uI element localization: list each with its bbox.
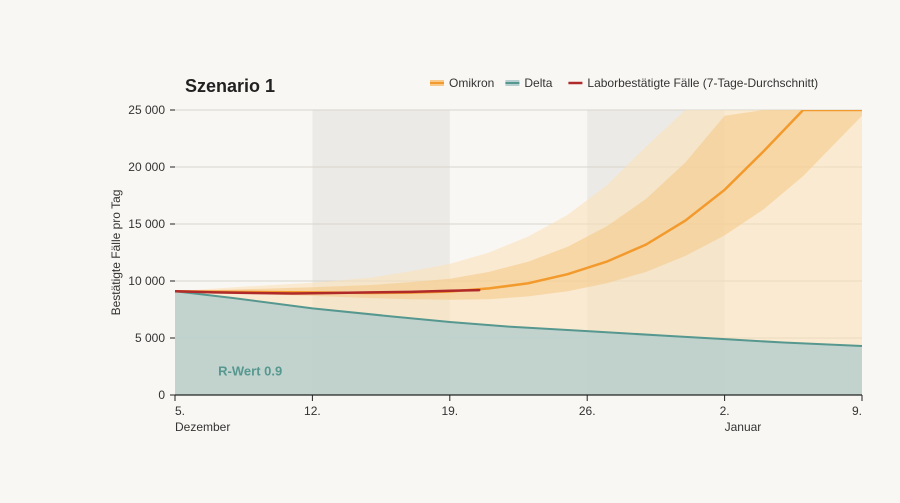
- legend-label: Omikron: [449, 76, 494, 90]
- y-tick-label: 25 000: [128, 103, 165, 117]
- y-tick-label: 0: [158, 388, 165, 402]
- legend-label: Delta: [524, 76, 552, 90]
- x-tick-label: 9.: [852, 404, 862, 418]
- x-month-label: Dezember: [175, 420, 230, 434]
- x-tick-label: 19.: [441, 404, 458, 418]
- x-tick-label: 2.: [720, 404, 730, 418]
- y-tick-label: 15 000: [128, 217, 165, 231]
- x-tick-label: 26.: [579, 404, 596, 418]
- y-tick-label: 20 000: [128, 160, 165, 174]
- x-tick-label: 12.: [304, 404, 321, 418]
- x-month-label: Januar: [725, 420, 762, 434]
- x-tick-label: 5.: [175, 404, 185, 418]
- annotation-r-wert: R-Wert 0.9: [218, 364, 282, 379]
- legend-label: Laborbestätigte Fälle (7-Tage-Durchschni…: [587, 76, 818, 90]
- y-tick-label: 5 000: [135, 331, 165, 345]
- chart-title: Szenario 1: [185, 76, 275, 96]
- y-axis-label: Bestätigte Fälle pro Tag: [109, 190, 123, 316]
- y-tick-label: 10 000: [128, 274, 165, 288]
